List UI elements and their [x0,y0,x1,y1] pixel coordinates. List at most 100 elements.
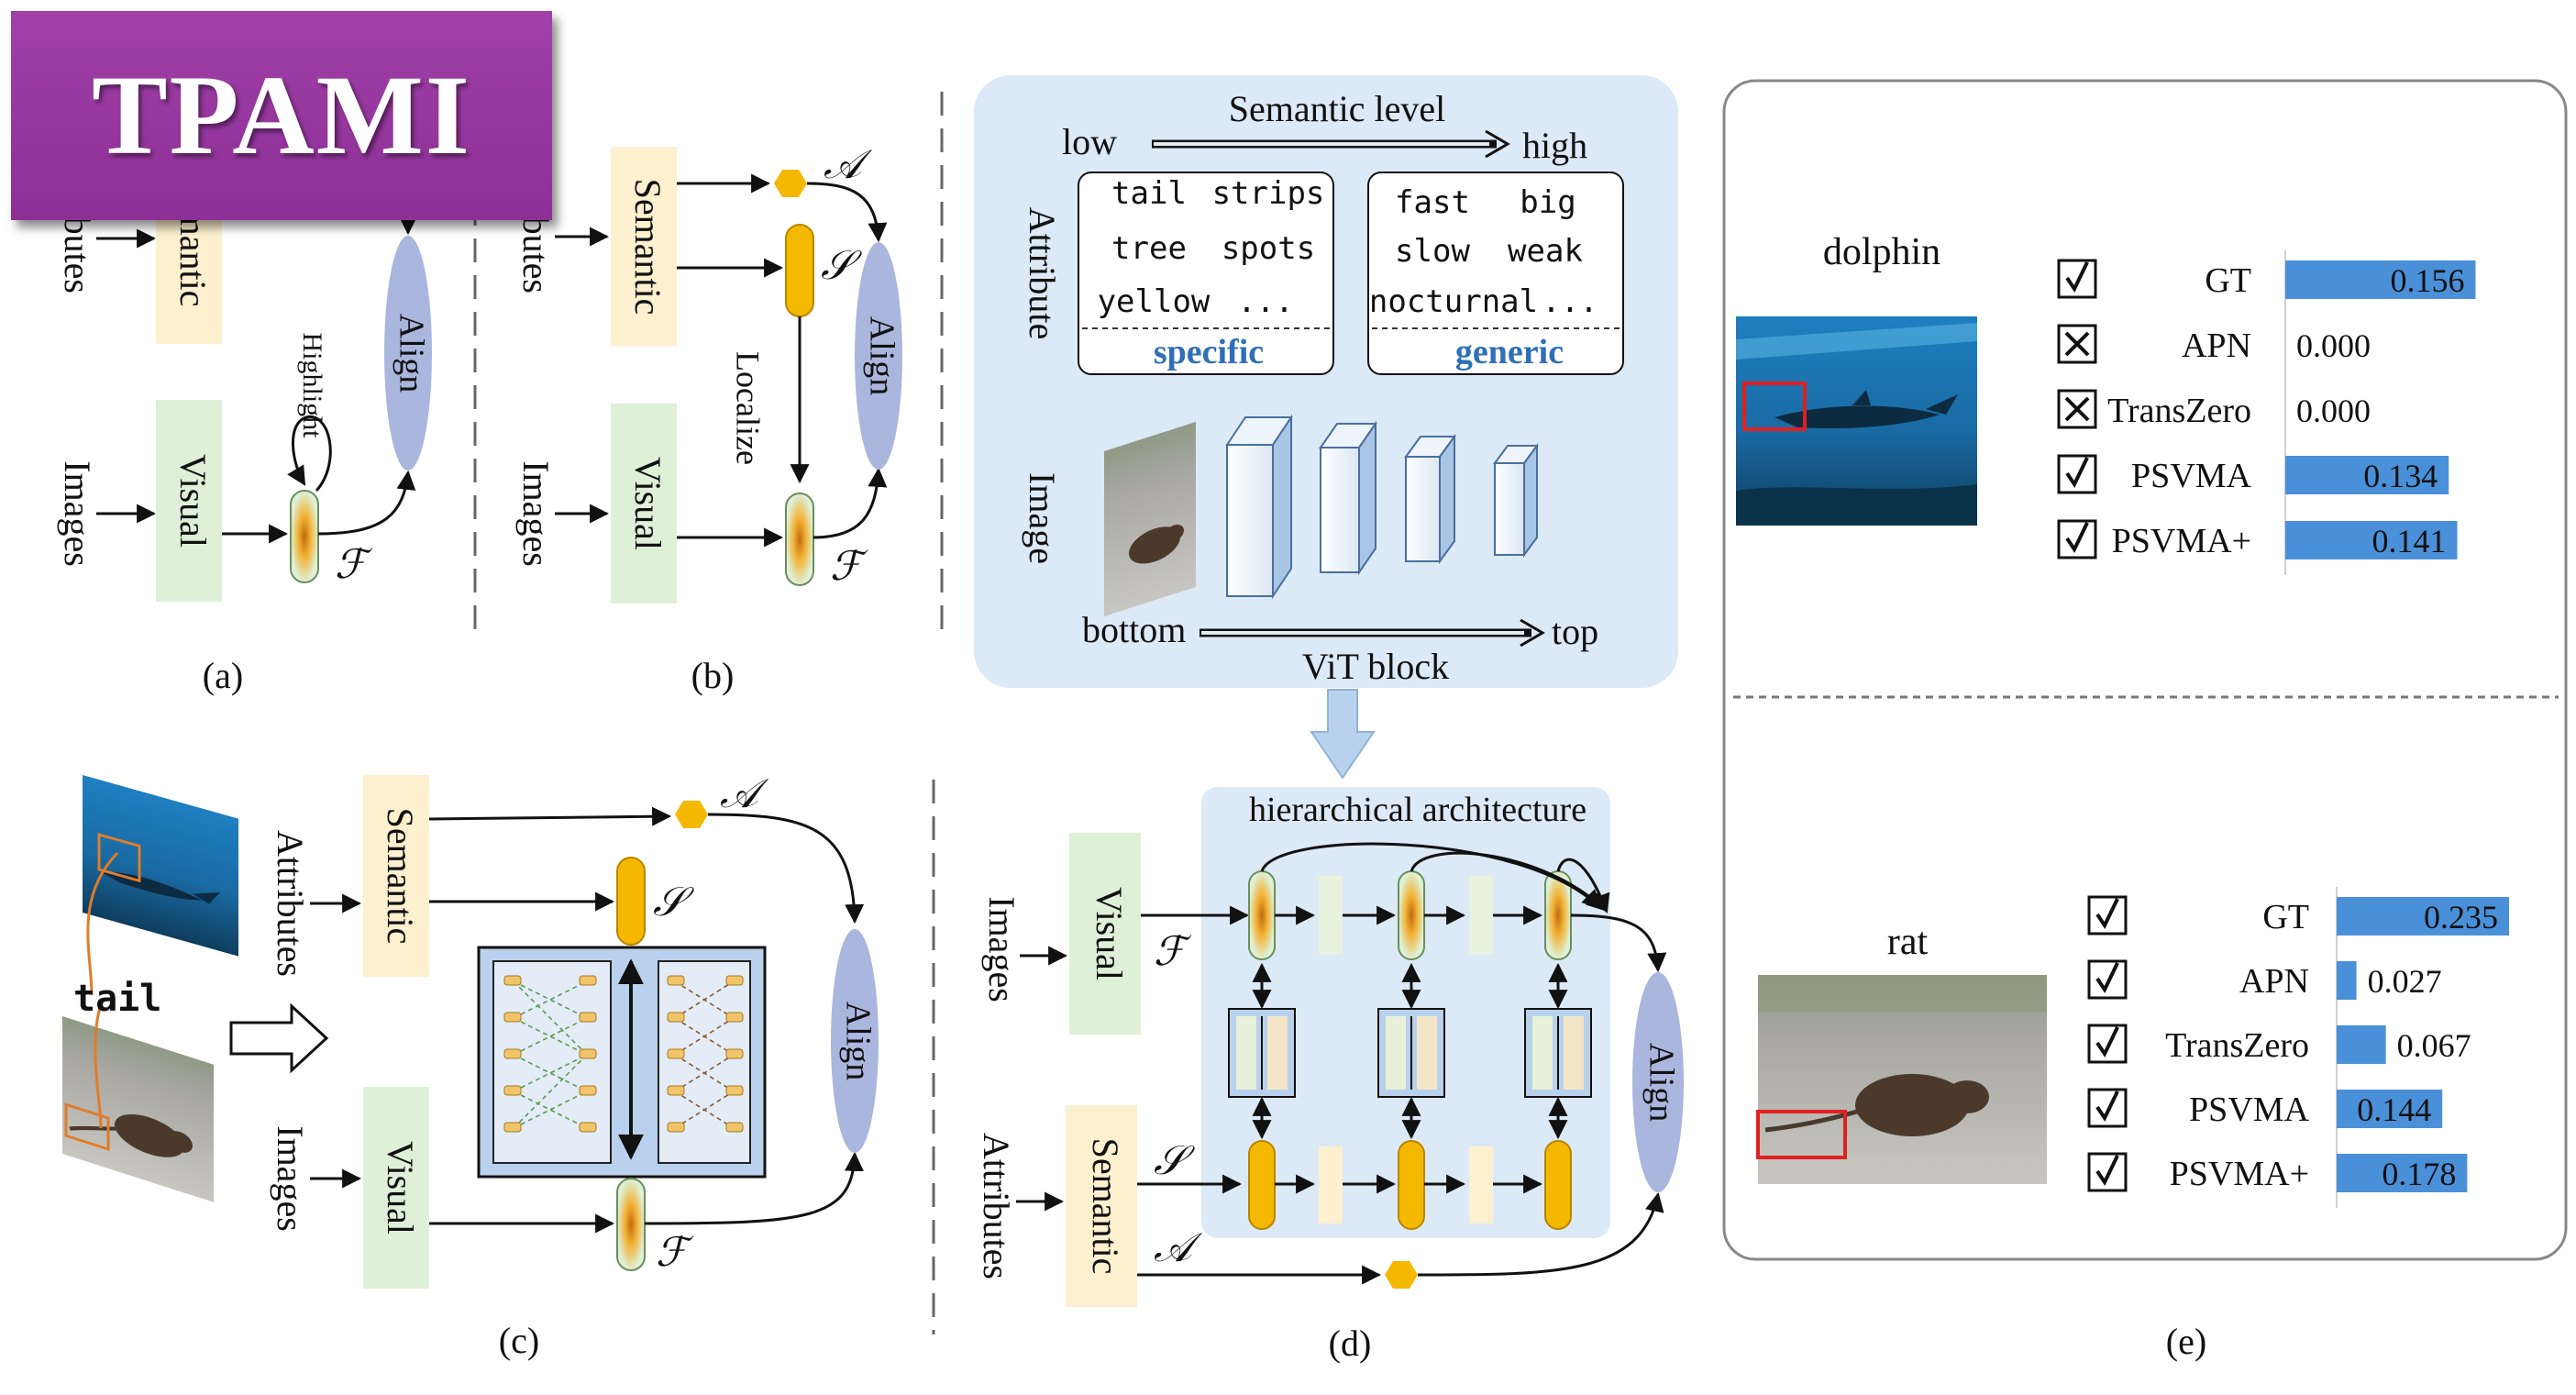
generic-word: ... [1542,283,1598,320]
caption-b: (b) [691,655,735,696]
feature-pill [290,490,319,583]
intermediate-semantic [1319,1146,1343,1223]
score-bar [2337,1090,2443,1128]
dolphin-image [83,775,238,957]
attributes-label: Attributes [270,830,311,977]
check-icon [2095,1155,2119,1187]
specific-word: tail [1111,175,1187,212]
score-bar [2337,961,2357,1000]
intermediate-semantic [1469,1146,1493,1223]
cross-icon [2064,331,2090,357]
dolphin-photo [1736,316,1977,526]
generic-word: slow [1395,233,1470,270]
align-label: Align [392,314,430,393]
intermediate-feature [1319,876,1343,955]
generic-word: fast [1395,184,1470,221]
visual-label: Visual [627,457,669,550]
highlight-loop [287,415,332,493]
check-icon [2095,1026,2119,1058]
checkbox [2057,519,2097,559]
results-layer: dolphin GT 0.156 APN 0.000 TransZero 0.000 PSVM… [1823,231,2509,1208]
semantic-level-arrowhead [1485,129,1510,159]
semantic-symbol: 𝒮 [821,243,862,288]
check-icon [2095,962,2119,994]
score-label: 0.000 [2296,393,2371,429]
semantic-stage-row [1248,1140,1572,1230]
attribute-axis-label: Attribute [1022,207,1063,339]
method-label: TransZero [2107,392,2251,430]
sub-module-left [492,960,612,1164]
example-title: rat [1887,921,1929,963]
bottom-label: bottom [1082,609,1186,650]
specific-word: spots [1222,230,1315,267]
localize-label: Localize [730,351,767,465]
example-title: dolphin [1823,231,1940,273]
generic-word: big [1520,184,1575,221]
score-bar [2285,521,2458,559]
visual-box [363,1087,429,1289]
panel-b: Attributes Semantic 𝒜 𝒮 Localize Images … [515,142,902,696]
method-label: TransZero [2165,1026,2309,1065]
images-label: Images [57,460,98,567]
check-icon [2065,522,2089,554]
generic-label: generic [1455,333,1564,371]
checkbox [2087,1152,2128,1192]
semantic-level-label: Semantic level [1229,88,1446,129]
venue-badge: TPAMI [11,11,552,220]
align-ellipse [855,242,902,470]
score-label: 0.141 [2372,523,2447,559]
checkbox [2057,259,2097,299]
tail-highlight-box [64,1102,110,1151]
score-label: 0.134 [2363,458,2438,494]
attention-box [1742,382,1807,431]
score-bar [2337,897,2509,936]
tail-link-curve [86,851,119,1129]
feature-symbol: ℱ [1154,929,1192,974]
semantic-label: Semantic [627,179,669,316]
semantic-box [363,775,429,977]
attribute-symbol: 𝒜 [720,771,769,816]
check-icon [2095,1091,2119,1123]
vit-arrowhead [1520,618,1545,648]
rat-image [62,1016,214,1202]
method-label: PSVMA+ [2170,1155,2309,1193]
score-label: 0.156 [2390,262,2464,299]
intermediate-feature [1469,876,1493,955]
graph-left [513,980,588,1129]
rat-photo [1756,975,2047,1184]
semantic-vector [1248,1140,1276,1230]
rat-thumbnail [1104,421,1196,616]
arrow-feature-align [813,467,888,539]
semantic-vector [616,857,646,946]
image-axis-label: Image [1022,472,1063,564]
caption-d: (d) [1329,1323,1372,1364]
generic-word: weak [1508,233,1583,270]
align-label: Align [862,316,901,396]
arrow-a-align [1417,1191,1664,1277]
semantic-vector [1544,1140,1572,1230]
align-label: Align [1642,1043,1680,1123]
caption-e: (e) [2166,1321,2206,1362]
method-label: GT [2262,898,2309,936]
score-bar [2337,1025,2386,1064]
align-ellipse [384,236,432,471]
score-bar [2337,1154,2468,1192]
feature-symbol: ℱ [656,1230,694,1275]
checkbox [2087,895,2128,936]
attribute-prototype-hexagon [675,801,708,828]
specific-word: strips [1212,175,1325,212]
semantic-symbol: 𝒮 [1154,1138,1195,1183]
semantic-vector [1398,1140,1425,1230]
arrow-feature-align [644,1151,864,1225]
semantic-level-panel [974,75,1678,688]
feature-pill [785,493,814,586]
images-label: Images [515,460,557,567]
sub-module-right [658,960,751,1164]
visual-label: Visual [1089,887,1130,980]
arrow-feature-align [317,470,416,536]
check-icon [2065,457,2089,489]
score-label: 0.067 [2397,1027,2471,1064]
images-label: Images [270,1125,311,1232]
hierarchical-label: hierarchical architecture [1249,791,1587,829]
